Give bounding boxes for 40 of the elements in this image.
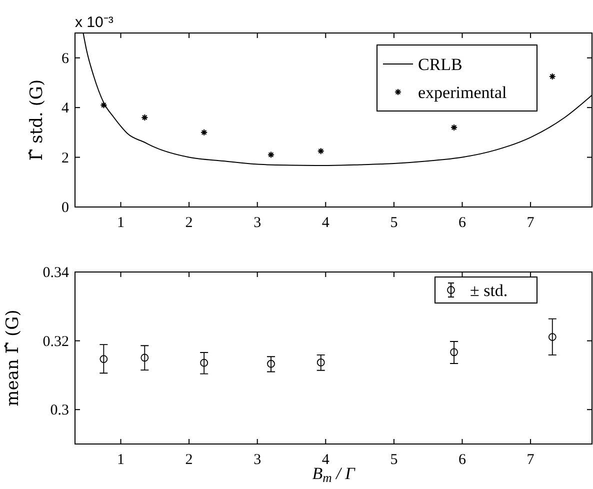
x-tick-label: 6	[458, 452, 466, 468]
x-tick-label: 4	[322, 215, 330, 231]
x-tick-label: 1	[117, 452, 125, 468]
point	[450, 124, 458, 132]
x-tick-label: 1	[117, 215, 125, 231]
x-tick-label: 7	[526, 452, 535, 468]
point	[100, 102, 108, 109]
point	[450, 348, 458, 356]
x-tick-label: 3	[254, 452, 262, 468]
point	[267, 151, 275, 158]
legend-label: CRLB	[418, 55, 462, 74]
x-tick-label: 6	[458, 215, 466, 231]
y-tick-label: 6	[62, 50, 70, 67]
point	[548, 333, 556, 341]
y-tick-label: 0.3	[50, 402, 69, 419]
y-tick-label: 4	[62, 100, 70, 117]
y-axis-title: Γ̂ std. (G)	[27, 79, 47, 161]
x-tick-label: 2	[185, 452, 193, 468]
x-tick-label: 2	[185, 215, 193, 231]
point	[548, 72, 556, 80]
y-tick-label: 0.34	[42, 265, 70, 281]
point	[100, 355, 108, 363]
point	[140, 354, 149, 362]
legend-label: experimental	[418, 83, 508, 102]
point	[316, 358, 325, 366]
y-tick-label: 0	[62, 200, 69, 216]
point	[317, 148, 324, 155]
y-tick-label: 0.32	[42, 334, 69, 350]
point	[200, 358, 208, 367]
text: x 10⁻³	[75, 14, 114, 31]
legend-label: ± std.	[470, 281, 508, 300]
point	[141, 114, 148, 122]
x-tick-label: 7	[526, 215, 535, 231]
y-axis-title: mean Γ̂ (G)	[3, 310, 23, 406]
x-tick-label: 3	[254, 215, 262, 231]
point	[267, 360, 275, 368]
x-tick-label: 5	[390, 452, 398, 468]
y-tick-label: 2	[62, 150, 69, 166]
x-tick-label: 5	[390, 215, 398, 231]
point	[200, 128, 208, 136]
